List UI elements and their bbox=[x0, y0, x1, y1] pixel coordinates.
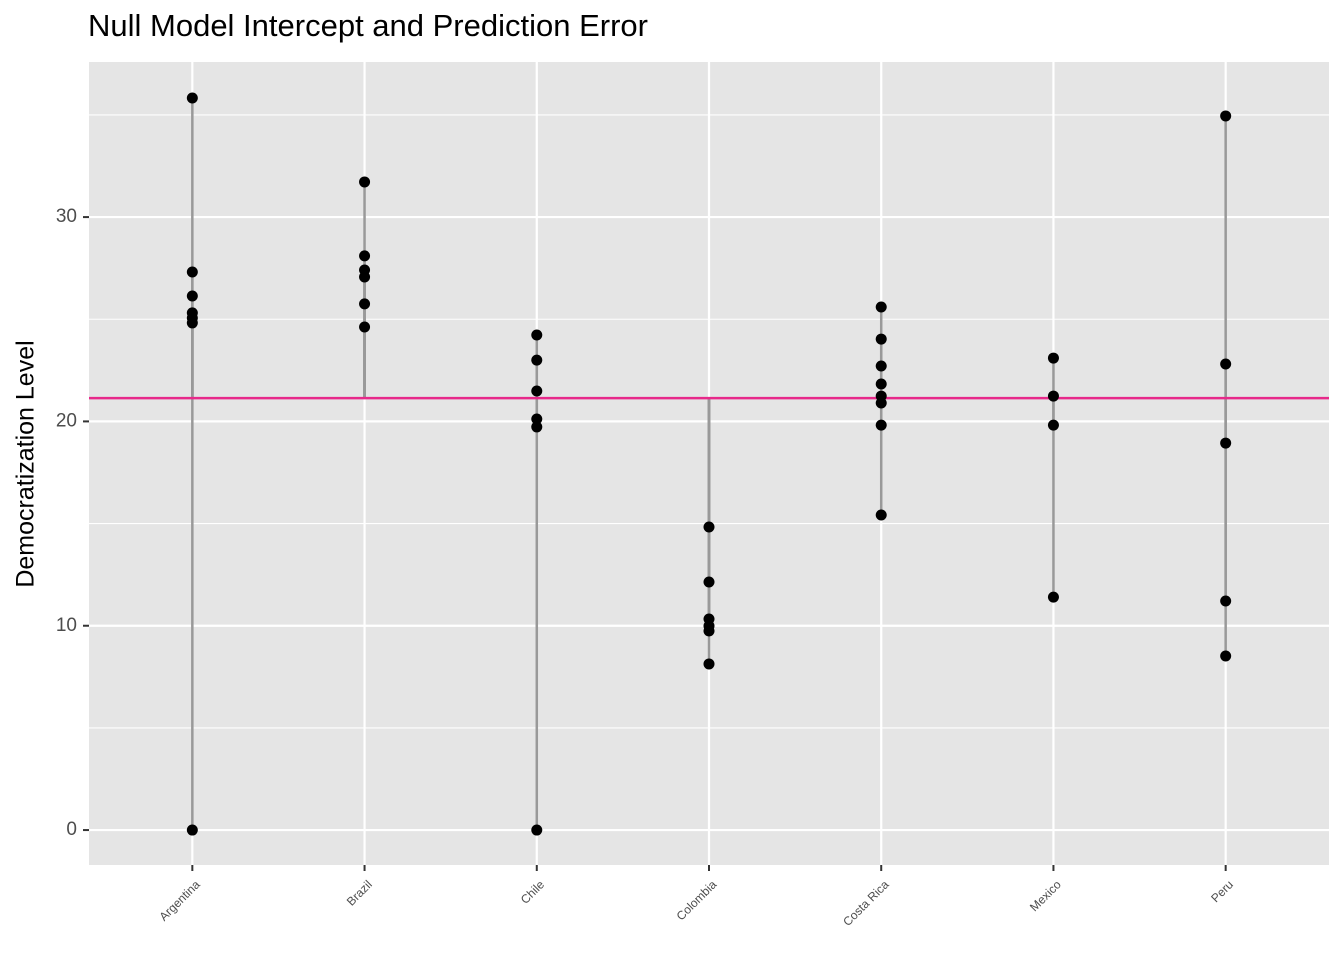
x-tick-label: Colombia bbox=[674, 877, 720, 923]
point bbox=[186, 290, 198, 302]
point bbox=[875, 301, 887, 313]
point bbox=[186, 824, 198, 836]
point bbox=[1220, 650, 1232, 662]
point bbox=[531, 421, 543, 433]
x-tick-label: Costa Rica bbox=[840, 877, 892, 929]
y-tick-label: 20 bbox=[56, 410, 77, 431]
point bbox=[359, 271, 371, 283]
chart-title: Null Model Intercept and Prediction Erro… bbox=[88, 8, 648, 43]
point bbox=[531, 413, 543, 425]
point bbox=[703, 521, 715, 533]
x-tick-label: Argentina bbox=[156, 877, 202, 923]
point bbox=[186, 92, 198, 104]
point bbox=[359, 176, 371, 188]
point bbox=[875, 360, 887, 372]
x-tick-label: Brazil bbox=[344, 877, 375, 908]
point bbox=[703, 576, 715, 588]
point bbox=[875, 509, 887, 521]
point bbox=[875, 333, 887, 345]
x-tick-label: Peru bbox=[1208, 877, 1236, 905]
point bbox=[875, 378, 887, 390]
x-tick-label: Mexico bbox=[1027, 877, 1064, 914]
y-tick-label: 0 bbox=[66, 819, 77, 840]
point bbox=[875, 419, 887, 431]
point bbox=[1047, 390, 1059, 402]
point bbox=[531, 385, 543, 397]
y-tick-label: 10 bbox=[56, 615, 77, 636]
point bbox=[531, 354, 543, 366]
y-axis-label: Democratization Level bbox=[12, 340, 40, 587]
point bbox=[1220, 437, 1232, 449]
y-tick-label: 30 bbox=[56, 206, 77, 227]
point bbox=[1220, 595, 1232, 607]
point bbox=[1220, 110, 1232, 122]
point bbox=[1047, 419, 1059, 431]
point bbox=[1220, 358, 1232, 370]
point bbox=[875, 397, 887, 409]
point bbox=[359, 298, 371, 310]
x-tick-label: Chile bbox=[518, 877, 547, 906]
point bbox=[186, 317, 198, 329]
point bbox=[531, 824, 543, 836]
point bbox=[186, 266, 198, 278]
point bbox=[1047, 352, 1059, 364]
point bbox=[359, 250, 371, 262]
point bbox=[531, 329, 543, 341]
point bbox=[1047, 591, 1059, 603]
point bbox=[359, 321, 371, 333]
point bbox=[703, 658, 715, 670]
point bbox=[703, 625, 715, 637]
